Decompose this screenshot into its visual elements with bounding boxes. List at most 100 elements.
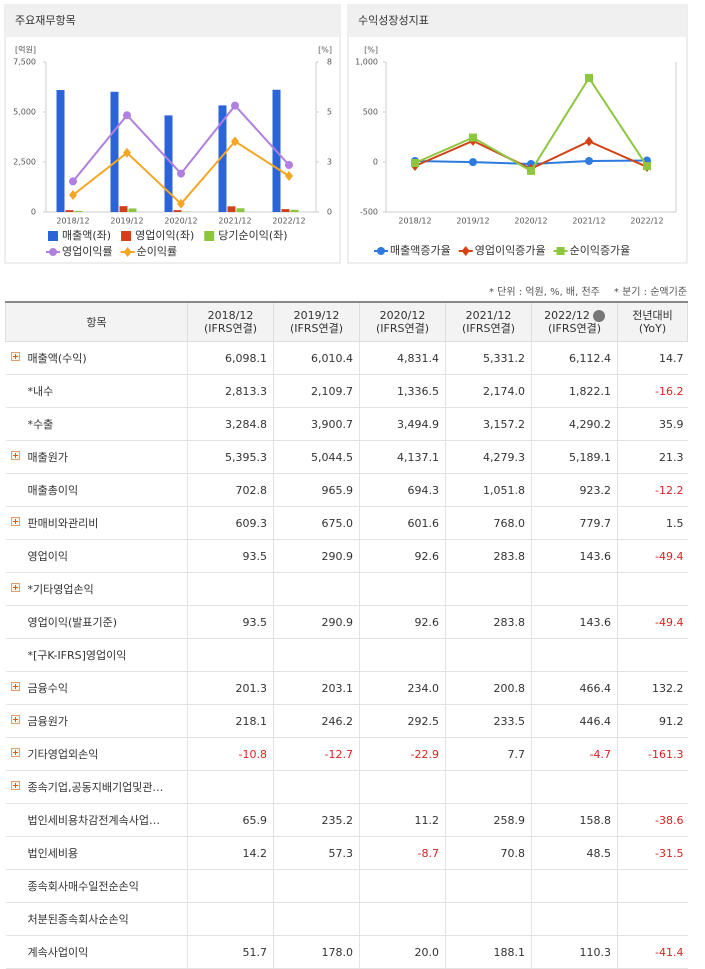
- value: 601.6: [408, 517, 440, 530]
- value-cell: 601.6: [360, 507, 446, 540]
- bar: [120, 206, 128, 212]
- value: -16.2: [655, 385, 683, 398]
- row-label: *[구K-IFRS]영업이익: [6, 639, 188, 672]
- value: 779.7: [580, 517, 612, 530]
- value: 3,900.7: [311, 418, 353, 431]
- value: -38.6: [655, 814, 683, 827]
- y-axis-label: [%]: [364, 46, 378, 55]
- value-cell: [274, 870, 360, 903]
- label: 계속사업이익: [28, 946, 89, 959]
- header-cell: 2021/12(IFRS연결): [446, 302, 532, 342]
- bar: [111, 92, 119, 212]
- y2-axis-label: [%]: [318, 46, 332, 55]
- value-cell: 2,109.7: [274, 375, 360, 408]
- value-cell: 70.8: [446, 837, 532, 870]
- value-cell: 6,010.4: [274, 342, 360, 375]
- expand-button[interactable]: [11, 517, 20, 526]
- value-cell: 235.2: [274, 804, 360, 837]
- value: 14.2: [243, 847, 268, 860]
- value-cell: 5,189.1: [532, 441, 618, 474]
- expand-button[interactable]: [11, 748, 20, 757]
- value: 258.9: [494, 814, 526, 827]
- value: 7.7: [508, 748, 526, 761]
- value-cell: 14.2: [188, 837, 274, 870]
- value: -12.2: [655, 484, 683, 497]
- value: 1,051.8: [483, 484, 525, 497]
- value-cell: -31.5: [618, 837, 688, 870]
- label: 법인세비용차감전계속사업…: [28, 814, 160, 827]
- value-cell: [188, 903, 274, 936]
- bar: [57, 90, 65, 212]
- legend-label: 순이익증가율: [570, 244, 631, 257]
- value-cell: [274, 573, 360, 606]
- value: 283.8: [494, 616, 526, 629]
- row-label: *기타영업손익: [6, 573, 188, 606]
- legend-marker: [557, 247, 565, 255]
- value-cell: [618, 903, 688, 936]
- value-cell: 779.7: [532, 507, 618, 540]
- value: -10.8: [239, 748, 267, 761]
- value-cell: -12.7: [274, 738, 360, 771]
- label: 처분된종속회사순손익: [28, 913, 129, 926]
- value: 11.2: [415, 814, 440, 827]
- value: 923.2: [580, 484, 612, 497]
- row-label: 금융수익: [6, 672, 188, 705]
- bar: [174, 210, 182, 212]
- value: 5,044.5: [311, 451, 353, 464]
- expand-button[interactable]: [11, 451, 20, 460]
- value: 609.3: [236, 517, 268, 530]
- bar: [291, 210, 299, 212]
- value-cell: [360, 903, 446, 936]
- value-cell: [360, 771, 446, 804]
- legend-label: 당기순이익(좌): [218, 229, 287, 242]
- point: [69, 177, 77, 185]
- value-cell: 290.9: [274, 606, 360, 639]
- value: 3,157.2: [483, 418, 525, 431]
- value-cell: 3,284.8: [188, 408, 274, 441]
- header-cell: 2018/12(IFRS연결): [188, 302, 274, 342]
- expand-button[interactable]: [11, 781, 20, 790]
- value-cell: 3,900.7: [274, 408, 360, 441]
- value: 92.6: [415, 616, 440, 629]
- value-cell: 694.3: [360, 474, 446, 507]
- value-cell: -10.8: [188, 738, 274, 771]
- expand-button[interactable]: [11, 352, 20, 361]
- label: 법인세비용: [28, 847, 79, 860]
- expand-button[interactable]: [11, 682, 20, 691]
- point: [177, 170, 185, 178]
- value: 965.9: [322, 484, 354, 497]
- value: 110.3: [580, 946, 612, 959]
- value-cell: 246.2: [274, 705, 360, 738]
- header-cell: 2019/12(IFRS연결): [274, 302, 360, 342]
- expand-button[interactable]: [11, 715, 20, 724]
- label: 매출액(수익): [28, 352, 87, 365]
- value-cell: 93.5: [188, 606, 274, 639]
- y-tick-label: 7,500: [13, 58, 36, 67]
- expand-icon[interactable]: [593, 310, 605, 322]
- y2-tick-label: 8: [327, 58, 332, 67]
- value: 4,290.2: [569, 418, 611, 431]
- legend-label: 매출액(좌): [62, 229, 111, 242]
- row-label: 영업이익(발표기준): [6, 606, 188, 639]
- expand-button[interactable]: [11, 583, 20, 592]
- label: 영업이익: [28, 550, 68, 563]
- row-label: 종속기업,공동지배기업및관…: [6, 771, 188, 804]
- value: 65.9: [243, 814, 268, 827]
- value-cell: 143.6: [532, 606, 618, 639]
- value: 6,098.1: [225, 352, 267, 365]
- value: 2,813.3: [225, 385, 267, 398]
- value-cell: -12.2: [618, 474, 688, 507]
- value: 70.8: [501, 847, 526, 860]
- value-cell: 1.5: [618, 507, 688, 540]
- value-cell: 91.2: [618, 705, 688, 738]
- x-tick-label: 2018/12: [56, 217, 89, 226]
- x-tick-label: 2020/12: [164, 217, 197, 226]
- value-cell: 4,279.3: [446, 441, 532, 474]
